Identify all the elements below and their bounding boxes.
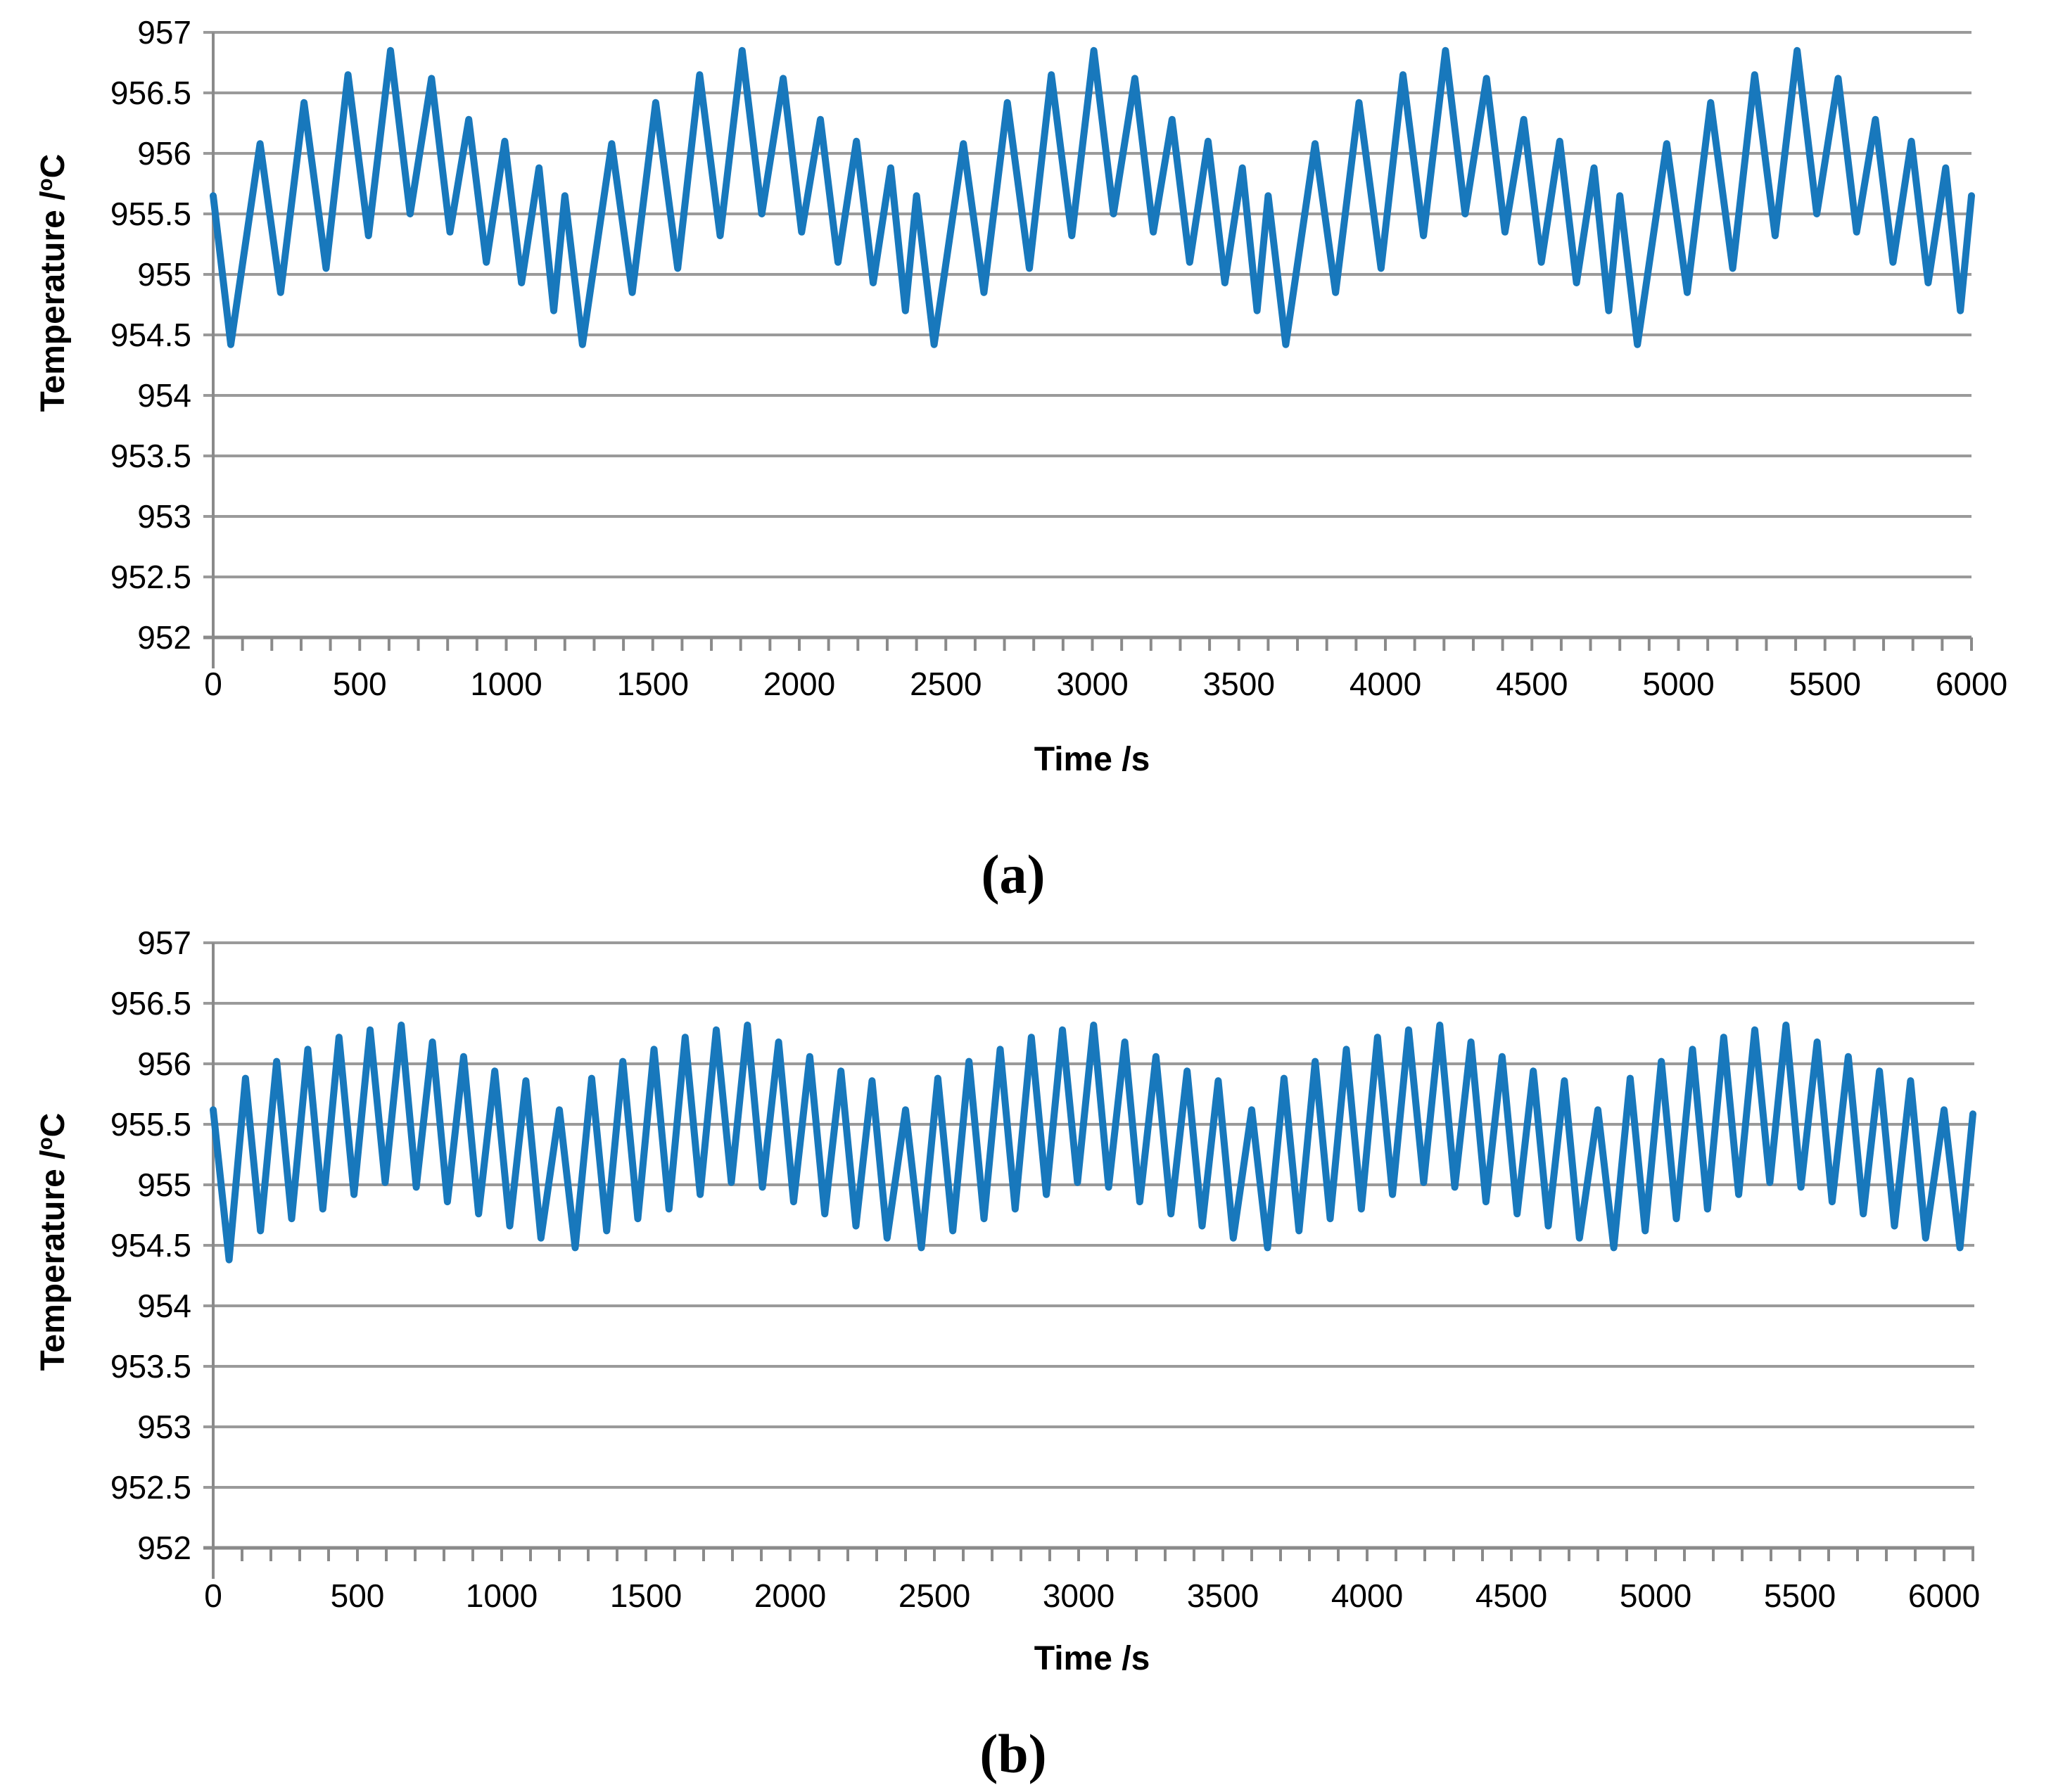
y-axis-title-a-suffix: C bbox=[34, 153, 72, 179]
y-tick-label: 952 bbox=[137, 619, 191, 656]
x-tick-label: 5500 bbox=[1764, 1577, 1836, 1614]
x-tick-label: 3000 bbox=[1056, 666, 1128, 702]
x-tick-label: 500 bbox=[331, 1577, 385, 1614]
caption-panel-a: (a) bbox=[981, 844, 1046, 905]
x-tick-label: 2500 bbox=[898, 1577, 970, 1614]
x-tick-label: 1500 bbox=[610, 1577, 682, 1614]
y-tick-label: 956 bbox=[137, 135, 191, 172]
y-axis-title-a-prefix: Temperature / bbox=[34, 191, 72, 412]
y-axis-title-a-sup: o bbox=[34, 178, 57, 191]
y-tick-label: 955.5 bbox=[110, 1106, 191, 1143]
x-tick-label: 0 bbox=[204, 666, 222, 702]
y-tick-label: 956.5 bbox=[110, 75, 191, 111]
x-axis-title-a-text: Time /s bbox=[1034, 741, 1150, 778]
y-axis-title-b-suffix: C bbox=[34, 1112, 72, 1138]
y-tick-label: 954 bbox=[137, 1288, 191, 1324]
y-tick-label: 955 bbox=[137, 1167, 191, 1203]
y-tick-label: 954.5 bbox=[110, 1227, 191, 1264]
y-axis-title-a: Temperature /oC bbox=[23, 0, 72, 599]
y-tick-label: 957 bbox=[137, 14, 191, 51]
x-tick-label: 1000 bbox=[470, 666, 542, 702]
y-tick-label: 952 bbox=[137, 1530, 191, 1566]
y-tick-label: 953 bbox=[137, 1409, 191, 1445]
x-axis-title-b-text: Time /s bbox=[1034, 1640, 1150, 1677]
y-tick-label: 954.5 bbox=[110, 317, 191, 353]
x-tick-label: 3000 bbox=[1043, 1577, 1115, 1614]
y-tick-label: 956.5 bbox=[110, 985, 191, 1022]
y-tick-label: 953.5 bbox=[110, 1348, 191, 1385]
temperature-line-b bbox=[210, 1022, 1976, 1264]
y-tick-label: 955 bbox=[137, 256, 191, 293]
y-tick-label: 952.5 bbox=[110, 1469, 191, 1506]
x-tick-label: 2000 bbox=[754, 1577, 826, 1614]
y-axis-title-b-prefix: Temperature / bbox=[34, 1150, 72, 1371]
x-tick-label: 4000 bbox=[1350, 666, 1421, 702]
x-tick-label: 6000 bbox=[1936, 666, 2007, 702]
x-axis-title-a: Time /s bbox=[881, 740, 1303, 779]
x-tick-label: 2500 bbox=[910, 666, 982, 702]
y-tick-label: 954 bbox=[137, 377, 191, 414]
y-axis-title-b-sup: o bbox=[34, 1137, 57, 1150]
x-tick-label: 1000 bbox=[466, 1577, 538, 1614]
x-tick-label: 1500 bbox=[617, 666, 689, 702]
x-tick-label: 3500 bbox=[1187, 1577, 1259, 1614]
y-tick-label: 956 bbox=[137, 1046, 191, 1082]
y-tick-label: 953.5 bbox=[110, 438, 191, 474]
x-tick-label: 4500 bbox=[1475, 1577, 1547, 1614]
x-tick-label: 3500 bbox=[1203, 666, 1275, 702]
x-tick-label: 4500 bbox=[1496, 666, 1568, 702]
x-axis-title-b: Time /s bbox=[881, 1639, 1303, 1678]
y-tick-label: 953 bbox=[137, 498, 191, 535]
caption-panel-b: (b) bbox=[979, 1723, 1047, 1784]
x-tick-label: 5500 bbox=[1789, 666, 1861, 702]
x-tick-label: 5000 bbox=[1642, 666, 1714, 702]
x-tick-label: 500 bbox=[333, 666, 387, 702]
x-tick-label: 2000 bbox=[763, 666, 835, 702]
x-tick-label: 0 bbox=[204, 1577, 222, 1614]
temperature-line-a bbox=[210, 46, 1975, 348]
y-tick-label: 957 bbox=[137, 924, 191, 961]
x-tick-label: 5000 bbox=[1620, 1577, 1691, 1614]
x-tick-label: 6000 bbox=[1908, 1577, 1980, 1614]
x-tick-label: 4000 bbox=[1331, 1577, 1403, 1614]
y-axis-title-b: Temperature /oC bbox=[23, 925, 72, 1558]
y-tick-label: 952.5 bbox=[110, 559, 191, 595]
y-tick-label: 955.5 bbox=[110, 196, 191, 232]
